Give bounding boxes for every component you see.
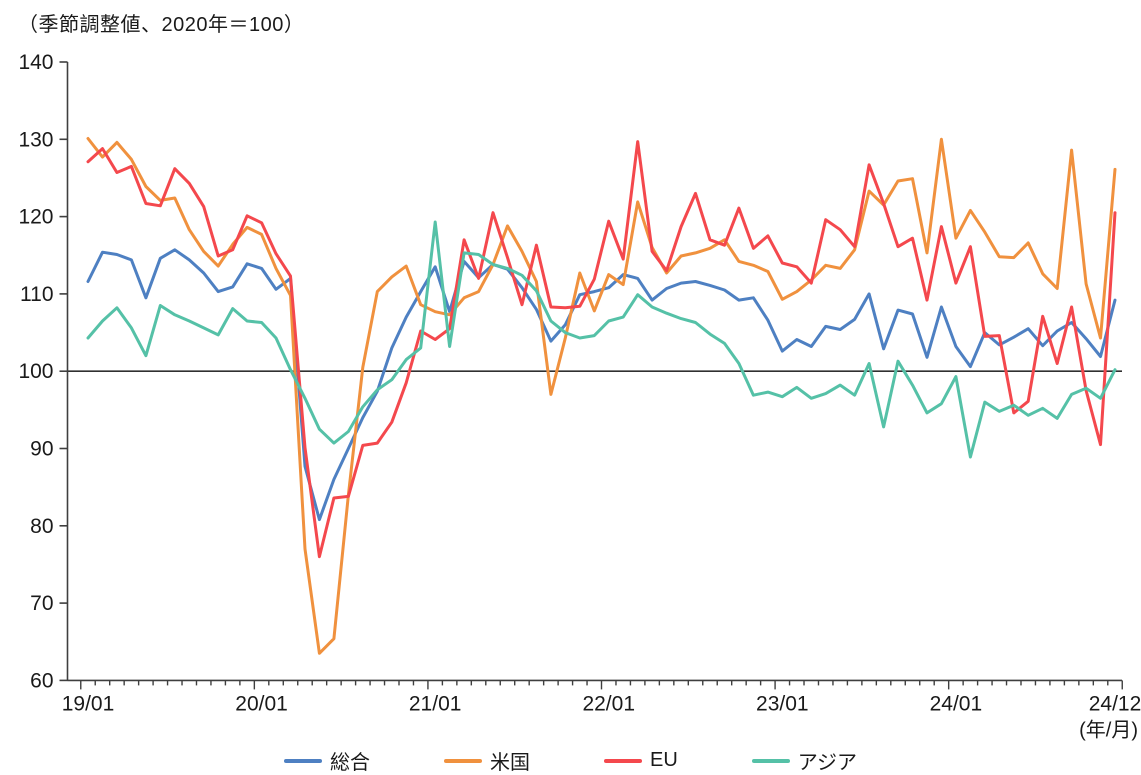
x-tick-label: 20/01 [235,692,288,715]
series-line-3 [86,220,1117,459]
y-tick-label: 70 [30,592,53,615]
x-axis-unit-label: (年/月) [1079,718,1138,741]
legend-line-swatch-icon [444,758,482,763]
x-tick-label: 24/12 [1089,692,1141,715]
x-tick-label: 24/01 [930,692,983,715]
y-tick-label: 100 [18,360,53,383]
series-line-1 [86,137,1117,655]
legend-line-swatch-icon [751,758,790,763]
series-line-2 [86,140,1117,559]
legend-item-3: アジア [751,746,857,775]
legend: 総合 米国 EU アジア [0,746,1141,775]
y-tick-label: 80 [30,515,53,538]
legend-item-1: 米国 [444,746,530,775]
y-tick-label: 90 [30,438,53,461]
legend-line-swatch-icon [604,758,642,763]
x-tick-label: 21/01 [409,692,462,715]
x-tick-label: 23/01 [756,692,809,715]
y-tick-label: 110 [20,283,53,306]
chart-title: （季節調整値、2020年＝100） [18,14,305,36]
x-tick-label: 19/01 [62,692,115,715]
legend-label: 総合 [330,752,370,774]
legend-label: 米国 [490,752,530,774]
y-tick-label: 130 [18,128,53,151]
legend-label: EU [650,749,678,771]
legend-line-swatch-icon [284,758,322,763]
y-tick-label: 60 [30,669,53,692]
y-tick-label: 140 [18,51,53,74]
y-tick-label: 120 [18,206,53,229]
legend-item-0: 総合 [284,746,370,775]
x-tick-label: 22/01 [582,692,635,715]
legend-item-2: EU [604,749,678,772]
legend-label: アジア [797,752,857,774]
